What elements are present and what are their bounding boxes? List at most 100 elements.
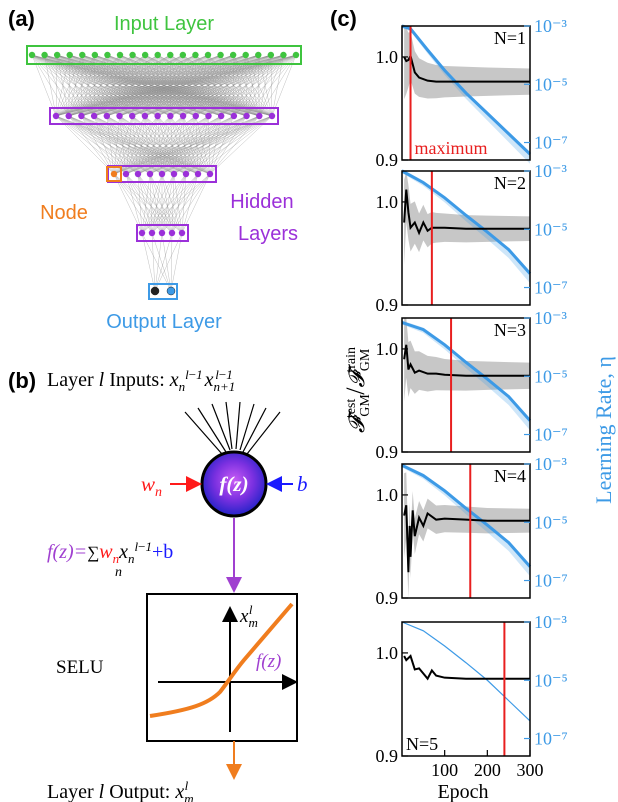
network-node: [78, 112, 85, 120]
connection: [55, 54, 108, 117]
connection: [182, 54, 297, 117]
panel-label-a: (a): [8, 6, 35, 31]
network-node: [90, 112, 98, 120]
connection: [161, 173, 173, 234]
y2-tick-label: 10⁻⁵: [534, 74, 568, 94]
connection: [185, 115, 196, 175]
connection: [185, 115, 235, 175]
connection: [113, 115, 133, 175]
formula: f(z)=∑wnxnl−1+b: [47, 539, 173, 566]
y-tick-label: 1.0: [376, 47, 399, 67]
connection: [132, 115, 211, 175]
network-node: [141, 112, 149, 120]
network-node: [148, 229, 156, 237]
connection: [55, 54, 209, 117]
connection: [195, 54, 297, 117]
connection: [173, 115, 222, 175]
connection: [170, 115, 187, 175]
connection: [137, 115, 158, 175]
connection: [93, 115, 115, 175]
connection: [195, 115, 211, 175]
connection: [119, 115, 187, 175]
network-nodes: [28, 51, 300, 296]
connection: [271, 54, 297, 117]
connection: [125, 115, 171, 175]
connection: [55, 54, 196, 117]
connection: [137, 173, 153, 234]
connection: [55, 54, 121, 117]
connection: [113, 115, 120, 175]
connection: [141, 173, 199, 234]
connection: [106, 115, 175, 175]
subplot-frame: [401, 170, 531, 306]
connection: [161, 115, 234, 175]
connection: [106, 115, 163, 175]
connection: [149, 115, 171, 175]
fidelity-band: [404, 318, 530, 402]
y-tick-label: 0.9: [376, 746, 399, 766]
connection: [141, 173, 211, 234]
network-node: [116, 51, 124, 59]
y2-tick-label: 10⁻⁵: [534, 366, 568, 386]
lr-line: [401, 169, 532, 275]
connection: [125, 173, 143, 234]
network-node: [217, 51, 224, 59]
connection: [154, 232, 163, 292]
y-tick-label: 0.9: [376, 442, 399, 462]
connection: [161, 173, 199, 234]
connection: [161, 115, 222, 175]
connection: [81, 54, 297, 117]
connection: [161, 173, 175, 234]
connection: [141, 173, 187, 234]
hidden-layer-3-box: [136, 224, 189, 242]
connection: [171, 173, 187, 234]
x-axis-label: Epoch: [437, 781, 488, 802]
connection: [68, 54, 297, 117]
connection: [144, 115, 211, 175]
connection: [137, 173, 183, 234]
connection: [94, 54, 297, 117]
connection: [119, 54, 297, 117]
connection: [113, 173, 153, 234]
connection: [125, 173, 163, 234]
y2-tick-label: 10⁻⁷: [534, 425, 568, 445]
connection: [113, 173, 143, 234]
network-node: [146, 170, 154, 178]
connection: [170, 232, 183, 292]
connection: [151, 173, 187, 234]
y-tick-label: 0.9: [376, 588, 399, 608]
connection: [106, 115, 187, 175]
network-node: [79, 51, 86, 59]
connection: [106, 115, 127, 175]
connection: [119, 115, 199, 175]
network-node: [255, 51, 262, 59]
network-node: [141, 51, 149, 59]
left-axis-label: 𝓕GMtest/𝓕GMtrain: [341, 347, 373, 433]
panel-label-c: (c): [330, 6, 357, 31]
connection: [55, 54, 183, 117]
connection: [151, 173, 163, 234]
subplot-title: N=3: [494, 320, 526, 340]
connection: [173, 173, 183, 234]
connection: [132, 115, 187, 175]
connection: [170, 115, 199, 175]
network-node: [192, 51, 199, 59]
connection: [113, 115, 260, 175]
connection: [132, 115, 199, 175]
connection: [55, 54, 96, 117]
connection: [197, 115, 209, 175]
network-connections: [31, 54, 297, 292]
connection: [113, 173, 173, 234]
maximum-annotation: maximum: [415, 138, 488, 158]
right-axis-label: Learning Rate, η: [591, 356, 616, 504]
connection: [106, 54, 297, 117]
connection: [141, 173, 163, 234]
connection: [197, 115, 247, 175]
network-node: [167, 51, 174, 59]
connection: [113, 173, 163, 234]
x-tick-label: 300: [517, 760, 544, 780]
connection: [44, 54, 57, 117]
connection: [144, 115, 163, 175]
connection: [68, 115, 127, 175]
connection: [113, 115, 196, 175]
